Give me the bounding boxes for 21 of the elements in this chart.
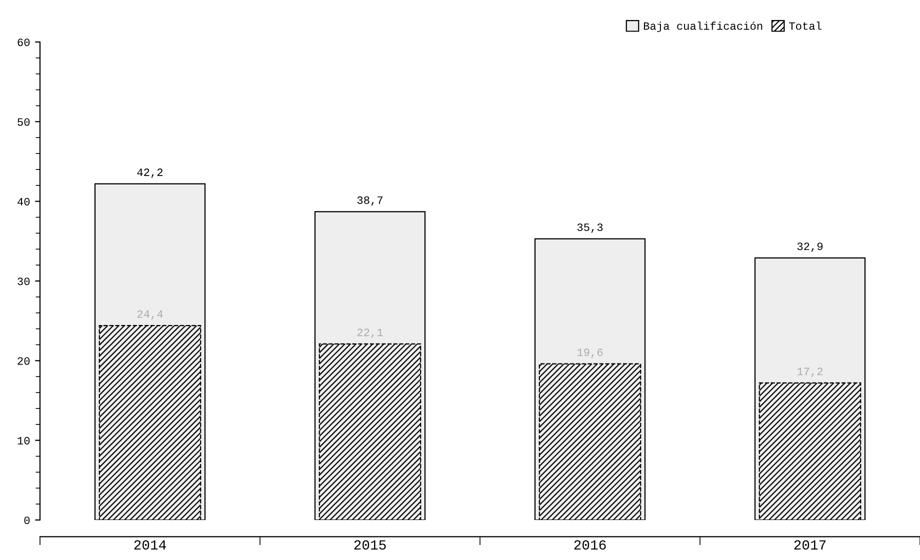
data-label: 42,2 [137, 168, 163, 178]
legend-label: Total [789, 22, 822, 30]
data-label: 22,1 [357, 328, 383, 338]
data-label: 35,3 [577, 223, 603, 233]
y-tick-label: 50 [18, 118, 30, 126]
x-tick-label: 2016 [574, 540, 606, 550]
y-tick-label: 60 [18, 38, 30, 46]
legend-label: Baja cualificación [644, 22, 762, 32]
data-label: 19,6 [577, 348, 603, 358]
y-tick-label: 20 [18, 357, 30, 365]
y-tick-label: 40 [18, 198, 30, 206]
y-tick-label: 0 [24, 516, 30, 524]
data-label: 38,7 [357, 196, 382, 206]
data-label: 17,2 [797, 368, 823, 378]
x-tick-label: 2017 [794, 540, 826, 550]
x-tick-label: 2015 [354, 540, 386, 550]
data-label: 24,4 [137, 310, 163, 320]
data-label: 32,9 [797, 242, 823, 252]
y-tick-label: 30 [18, 278, 30, 286]
x-tick-label: 2014 [134, 540, 166, 550]
y-tick-label: 10 [18, 436, 30, 444]
